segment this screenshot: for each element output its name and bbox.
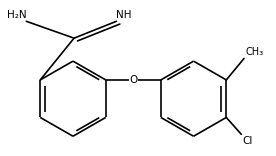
- Text: O: O: [129, 75, 137, 85]
- Text: NH: NH: [116, 10, 132, 20]
- Text: H₂N: H₂N: [7, 10, 26, 20]
- Text: CH₃: CH₃: [245, 47, 264, 57]
- Text: Cl: Cl: [243, 136, 253, 146]
